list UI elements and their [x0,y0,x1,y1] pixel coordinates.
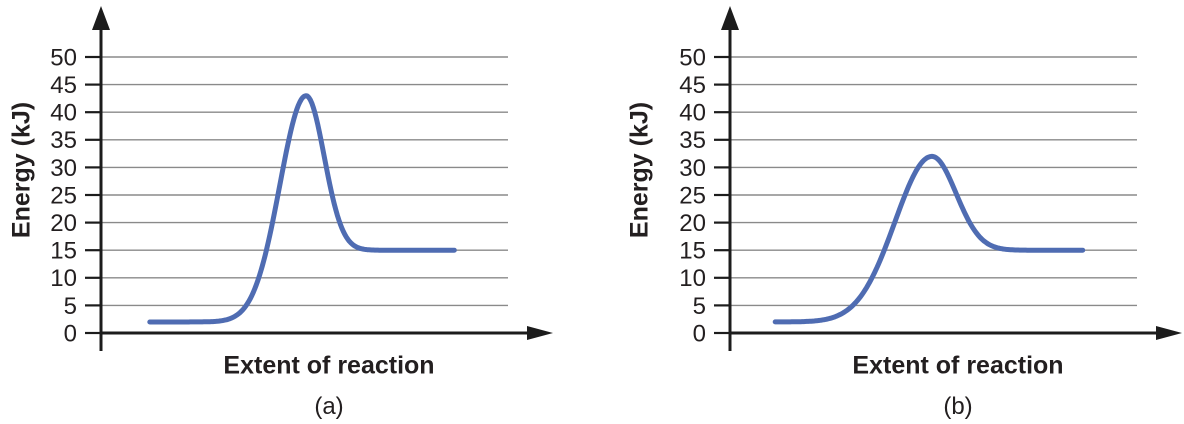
y-axis-title: Energy (kJ) [7,101,36,239]
y-tick-label-40: 40 [50,100,77,127]
y-tick-label-20: 20 [50,210,77,237]
energy-curve [772,153,1086,325]
x-axis-arrowhead-icon [1156,326,1182,340]
y-tick-label-20: 20 [679,210,706,237]
y-tick-label-0: 0 [64,320,77,347]
y-axis-arrowhead-icon [92,6,110,30]
reaction-diagram-a: 0 5 10 15 20 25 30 35 40 45 50 Energy (kJ) Extent … [7,6,553,420]
x-axis-title: Extent of reaction [223,351,435,380]
y-tick-label-30: 30 [679,155,706,182]
y-tick-label-35: 35 [50,127,77,154]
y-tick-label-45: 45 [679,72,706,99]
y-tick-label-15: 15 [679,238,706,265]
reaction-diagram-b: 0 5 10 15 20 25 30 35 40 45 50 Energy (kJ) Extent … [592,0,1184,424]
y-axis-title: Energy (kJ) [625,101,654,239]
y-tick-label-45: 45 [50,72,77,99]
y-tick-label-5: 5 [693,293,706,320]
y-tick-label-0: 0 [693,320,706,347]
y-tick-label-15: 15 [50,238,77,265]
y-axis-arrowhead-icon [721,6,739,30]
y-tick-label-25: 25 [679,182,706,209]
x-axis-title: Extent of reaction [852,351,1064,380]
chart-caption-b: (b) [943,393,973,420]
energy-curve [147,93,457,325]
y-tick-label-10: 10 [679,265,706,292]
y-tick-label-30: 30 [50,155,77,182]
y-tick-label-40: 40 [679,100,706,127]
y-tick-label-10: 10 [50,265,77,292]
y-tick-label-50: 50 [679,44,706,71]
y-tick-label-25: 25 [50,182,77,209]
y-tick-label-35: 35 [679,127,706,154]
y-tick-label-50: 50 [50,44,77,71]
x-axis-arrowhead-icon [527,326,553,340]
chart-caption-a: (a) [314,393,344,420]
y-tick-label-5: 5 [64,293,77,320]
